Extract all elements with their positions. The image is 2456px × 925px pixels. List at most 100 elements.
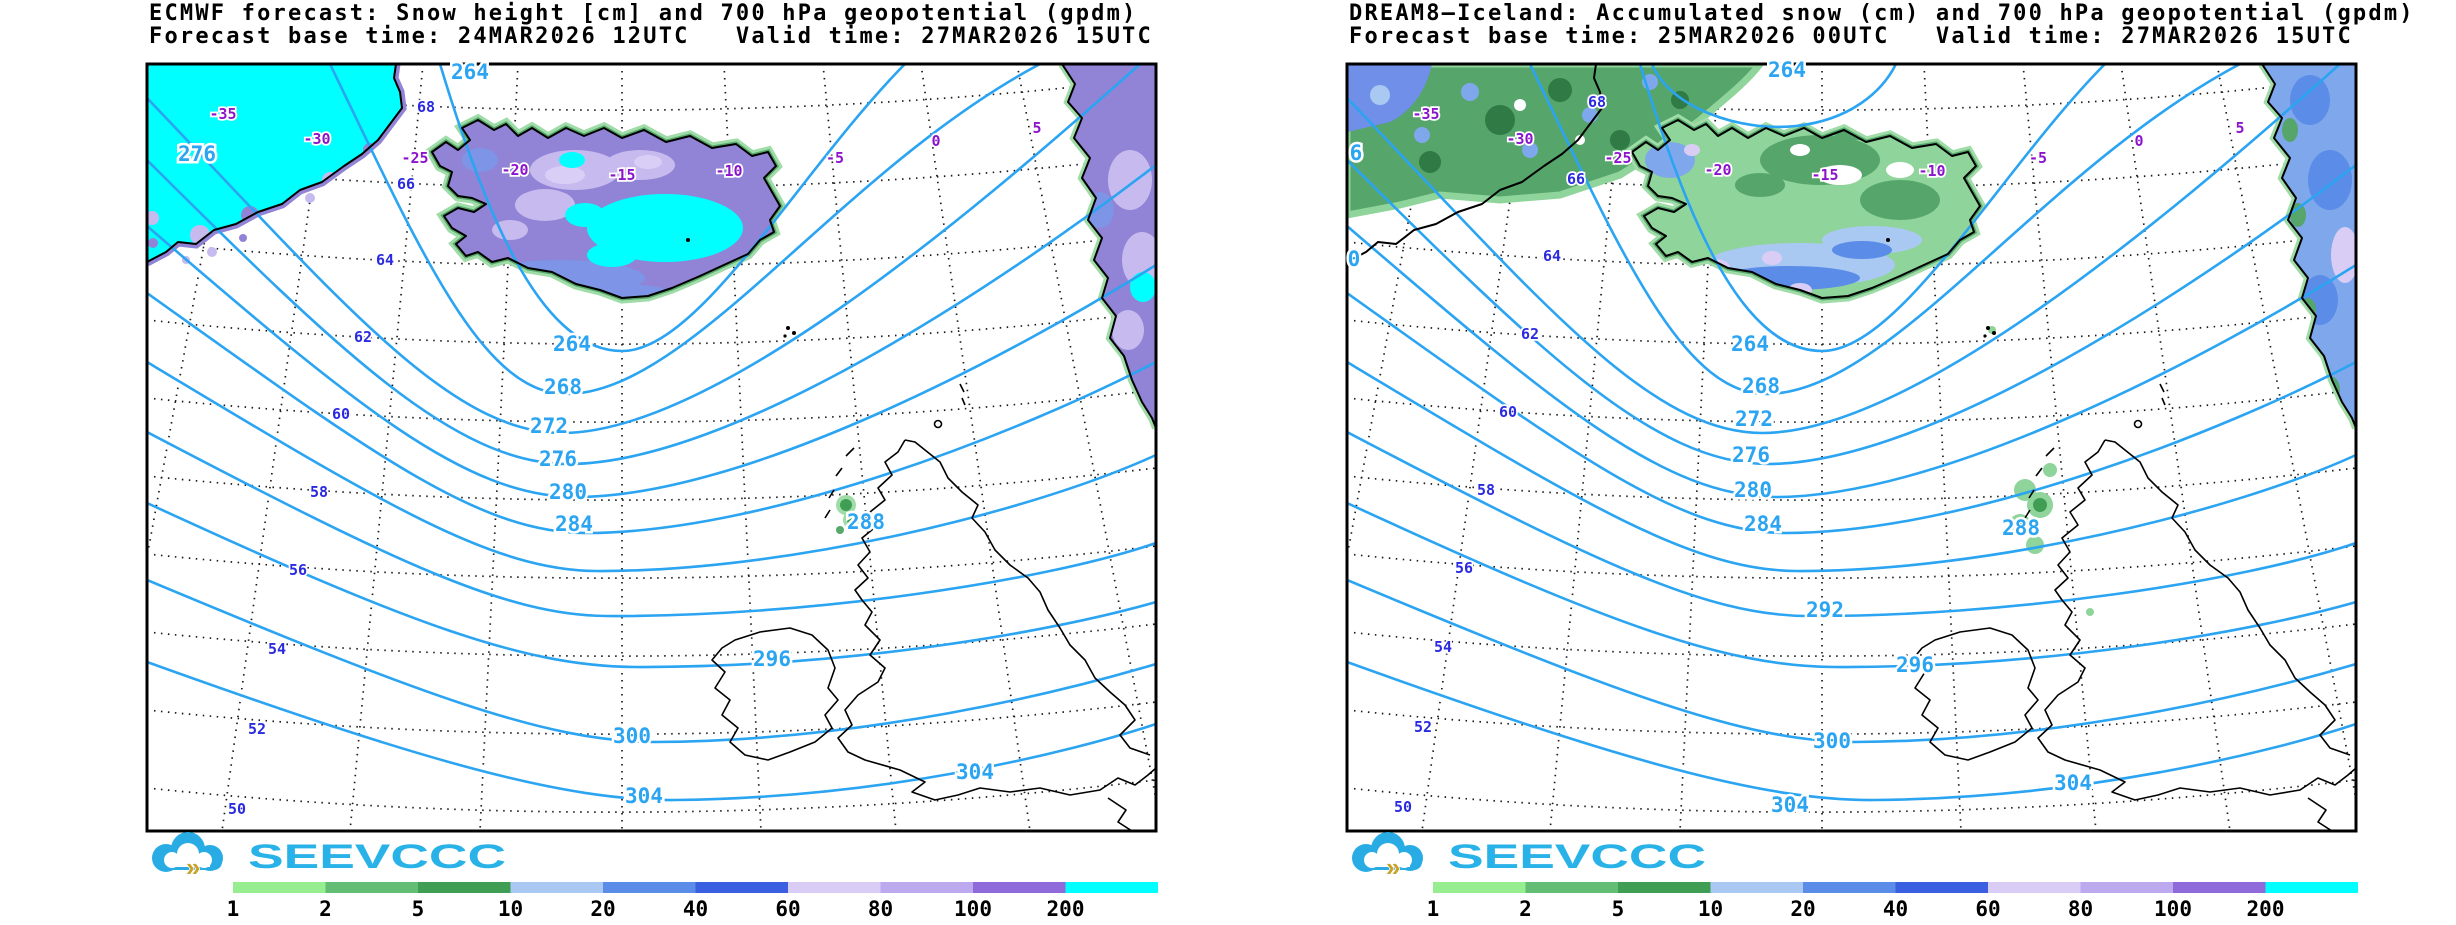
- contour-label: 304: [956, 760, 994, 784]
- latitude-label: 52: [1414, 718, 1432, 736]
- dream8-map: 264 264 268 272 276 280 284 288 292 296 300 304 304 6…: [1345, 56, 2358, 833]
- colorbar-tick: 60: [775, 897, 800, 921]
- colorbar-tick: 40: [1883, 897, 1908, 921]
- latitude-label: 62: [1521, 325, 1539, 343]
- longitude-label: -5: [826, 149, 844, 167]
- cloud-icon: [1352, 832, 1423, 872]
- contour-label: 300: [613, 724, 651, 748]
- contour-label: 264: [451, 60, 489, 84]
- longitude-label: 5: [1032, 119, 1041, 137]
- latitude-label: 50: [228, 800, 246, 818]
- colorbar-tick: 10: [498, 897, 523, 921]
- latitude-label: 58: [310, 483, 328, 501]
- contour-label: 268: [544, 375, 582, 399]
- colorbar-tick: 1: [227, 897, 240, 921]
- colorbar-tick: 20: [590, 897, 615, 921]
- longitude-label: 0: [2134, 132, 2143, 150]
- contour-label: 284: [555, 512, 593, 536]
- colorbar-segment: [510, 882, 603, 893]
- latitude-label: 54: [268, 640, 286, 658]
- colorbar-segment: [325, 882, 418, 893]
- contour-label: 276: [1732, 443, 1770, 467]
- contour-label: 288: [847, 510, 885, 534]
- colorbar-tick: 40: [683, 897, 708, 921]
- contour-label: 284: [1744, 512, 1782, 536]
- seevccc-logo-left: » SEEVCCC: [152, 832, 506, 883]
- latitude-label: 58: [1477, 481, 1495, 499]
- latitude-label: 60: [1499, 403, 1517, 421]
- colorbar-segment: [2265, 882, 2358, 893]
- contour-label: 304: [1771, 793, 1809, 817]
- colorbar-segment: [418, 882, 511, 893]
- latitude-label: 56: [289, 561, 307, 579]
- colorbar-tick: 80: [2068, 897, 2093, 921]
- contour-label: 264: [1731, 332, 1769, 356]
- contour-label: 304: [625, 784, 663, 808]
- dream8-snow-field: [1347, 64, 2356, 616]
- dream8-title-block: DREAM8–Iceland: Accumulated snow (cm) an…: [1349, 2, 2415, 48]
- snow-scale-colorbar-right: 1 2 5 10 20 40 60 80 100 200: [1427, 882, 2358, 921]
- longitude-label: -30: [303, 130, 330, 148]
- colorbar-segment: [1065, 882, 1158, 893]
- colorbar-tick: 100: [2154, 897, 2192, 921]
- colorbar-tick: 5: [412, 897, 425, 921]
- contour-label: 268: [1742, 374, 1780, 398]
- latitude-label: 64: [376, 251, 394, 269]
- longitude-label: -10: [1918, 162, 1945, 180]
- longitude-label: -10: [715, 162, 742, 180]
- longitude-label: -35: [209, 105, 236, 123]
- colorbar-tick: 2: [1519, 897, 1532, 921]
- longitude-label: -5: [2029, 149, 2047, 167]
- colorbar-segment: [1618, 882, 1711, 893]
- colorbar-tick: 60: [1975, 897, 2000, 921]
- seevccc-logo-text: SEEVCCC: [248, 838, 506, 876]
- latitude-label: 66: [397, 175, 415, 193]
- latitude-label: 66: [1567, 170, 1585, 188]
- contour-label: 276: [178, 142, 216, 166]
- colorbar-segment: [880, 882, 973, 893]
- logo-arrow-icon: »: [1386, 852, 1400, 882]
- contour-label: 264: [553, 332, 591, 356]
- colorbar-segment: [695, 882, 788, 893]
- longitude-label: 5: [2235, 119, 2244, 137]
- colorbar-segment: [973, 882, 1066, 893]
- longitude-label: 0: [931, 132, 940, 150]
- ecmwf-scotland-snow: [836, 495, 861, 534]
- dream8-title: DREAM8–Iceland: Accumulated snow (cm) an…: [1349, 1, 2415, 26]
- longitude-label: -15: [1811, 166, 1838, 184]
- colorbar-tick: 200: [1047, 897, 1085, 921]
- colorbar-segment: [1895, 882, 1988, 893]
- contour-label: 296: [753, 647, 791, 671]
- colorbar-segment: [2173, 882, 2266, 893]
- longitude-label: -30: [1506, 130, 1533, 148]
- colorbar-segment: [1433, 882, 1526, 893]
- logo-arrow-icon: »: [186, 852, 200, 882]
- latitude-label: 62: [354, 328, 372, 346]
- contour-label: 300: [1813, 729, 1851, 753]
- colorbar-segment: [2080, 882, 2173, 893]
- longitude-label: -25: [401, 149, 428, 167]
- latitude-label: 68: [417, 98, 435, 116]
- ecmwf-title: ECMWF forecast: Snow height [cm] and 700…: [149, 1, 1138, 26]
- colorbar-tick: 1: [1427, 897, 1440, 921]
- dream8-scotland-snow: [1988, 326, 2094, 616]
- latitude-label: 68: [1588, 93, 1606, 111]
- latitude-label: 60: [332, 405, 350, 423]
- colorbar-segment: [603, 882, 696, 893]
- colorbar-segment: [1710, 882, 1803, 893]
- longitude-label: -15: [608, 166, 635, 184]
- contour-label: 6: [1350, 141, 1363, 165]
- contour-label: 276: [539, 447, 577, 471]
- contour-label: 304: [2054, 771, 2092, 795]
- seevccc-logo-text: SEEVCCC: [1448, 838, 1706, 876]
- ecmwf-title-block: ECMWF forecast: Snow height [cm] and 700…: [149, 2, 1153, 48]
- colorbar-tick: 2: [319, 897, 332, 921]
- contour-label: 264: [1768, 58, 1806, 82]
- colorbar-tick: 20: [1790, 897, 1815, 921]
- contour-label: 280: [1734, 478, 1772, 502]
- colorbar-segment: [1988, 882, 2081, 893]
- colorbar-segment: [233, 882, 326, 893]
- colorbar-tick: 200: [2247, 897, 2285, 921]
- contour-label: 296: [1896, 653, 1934, 677]
- latitude-label: 54: [1434, 638, 1452, 656]
